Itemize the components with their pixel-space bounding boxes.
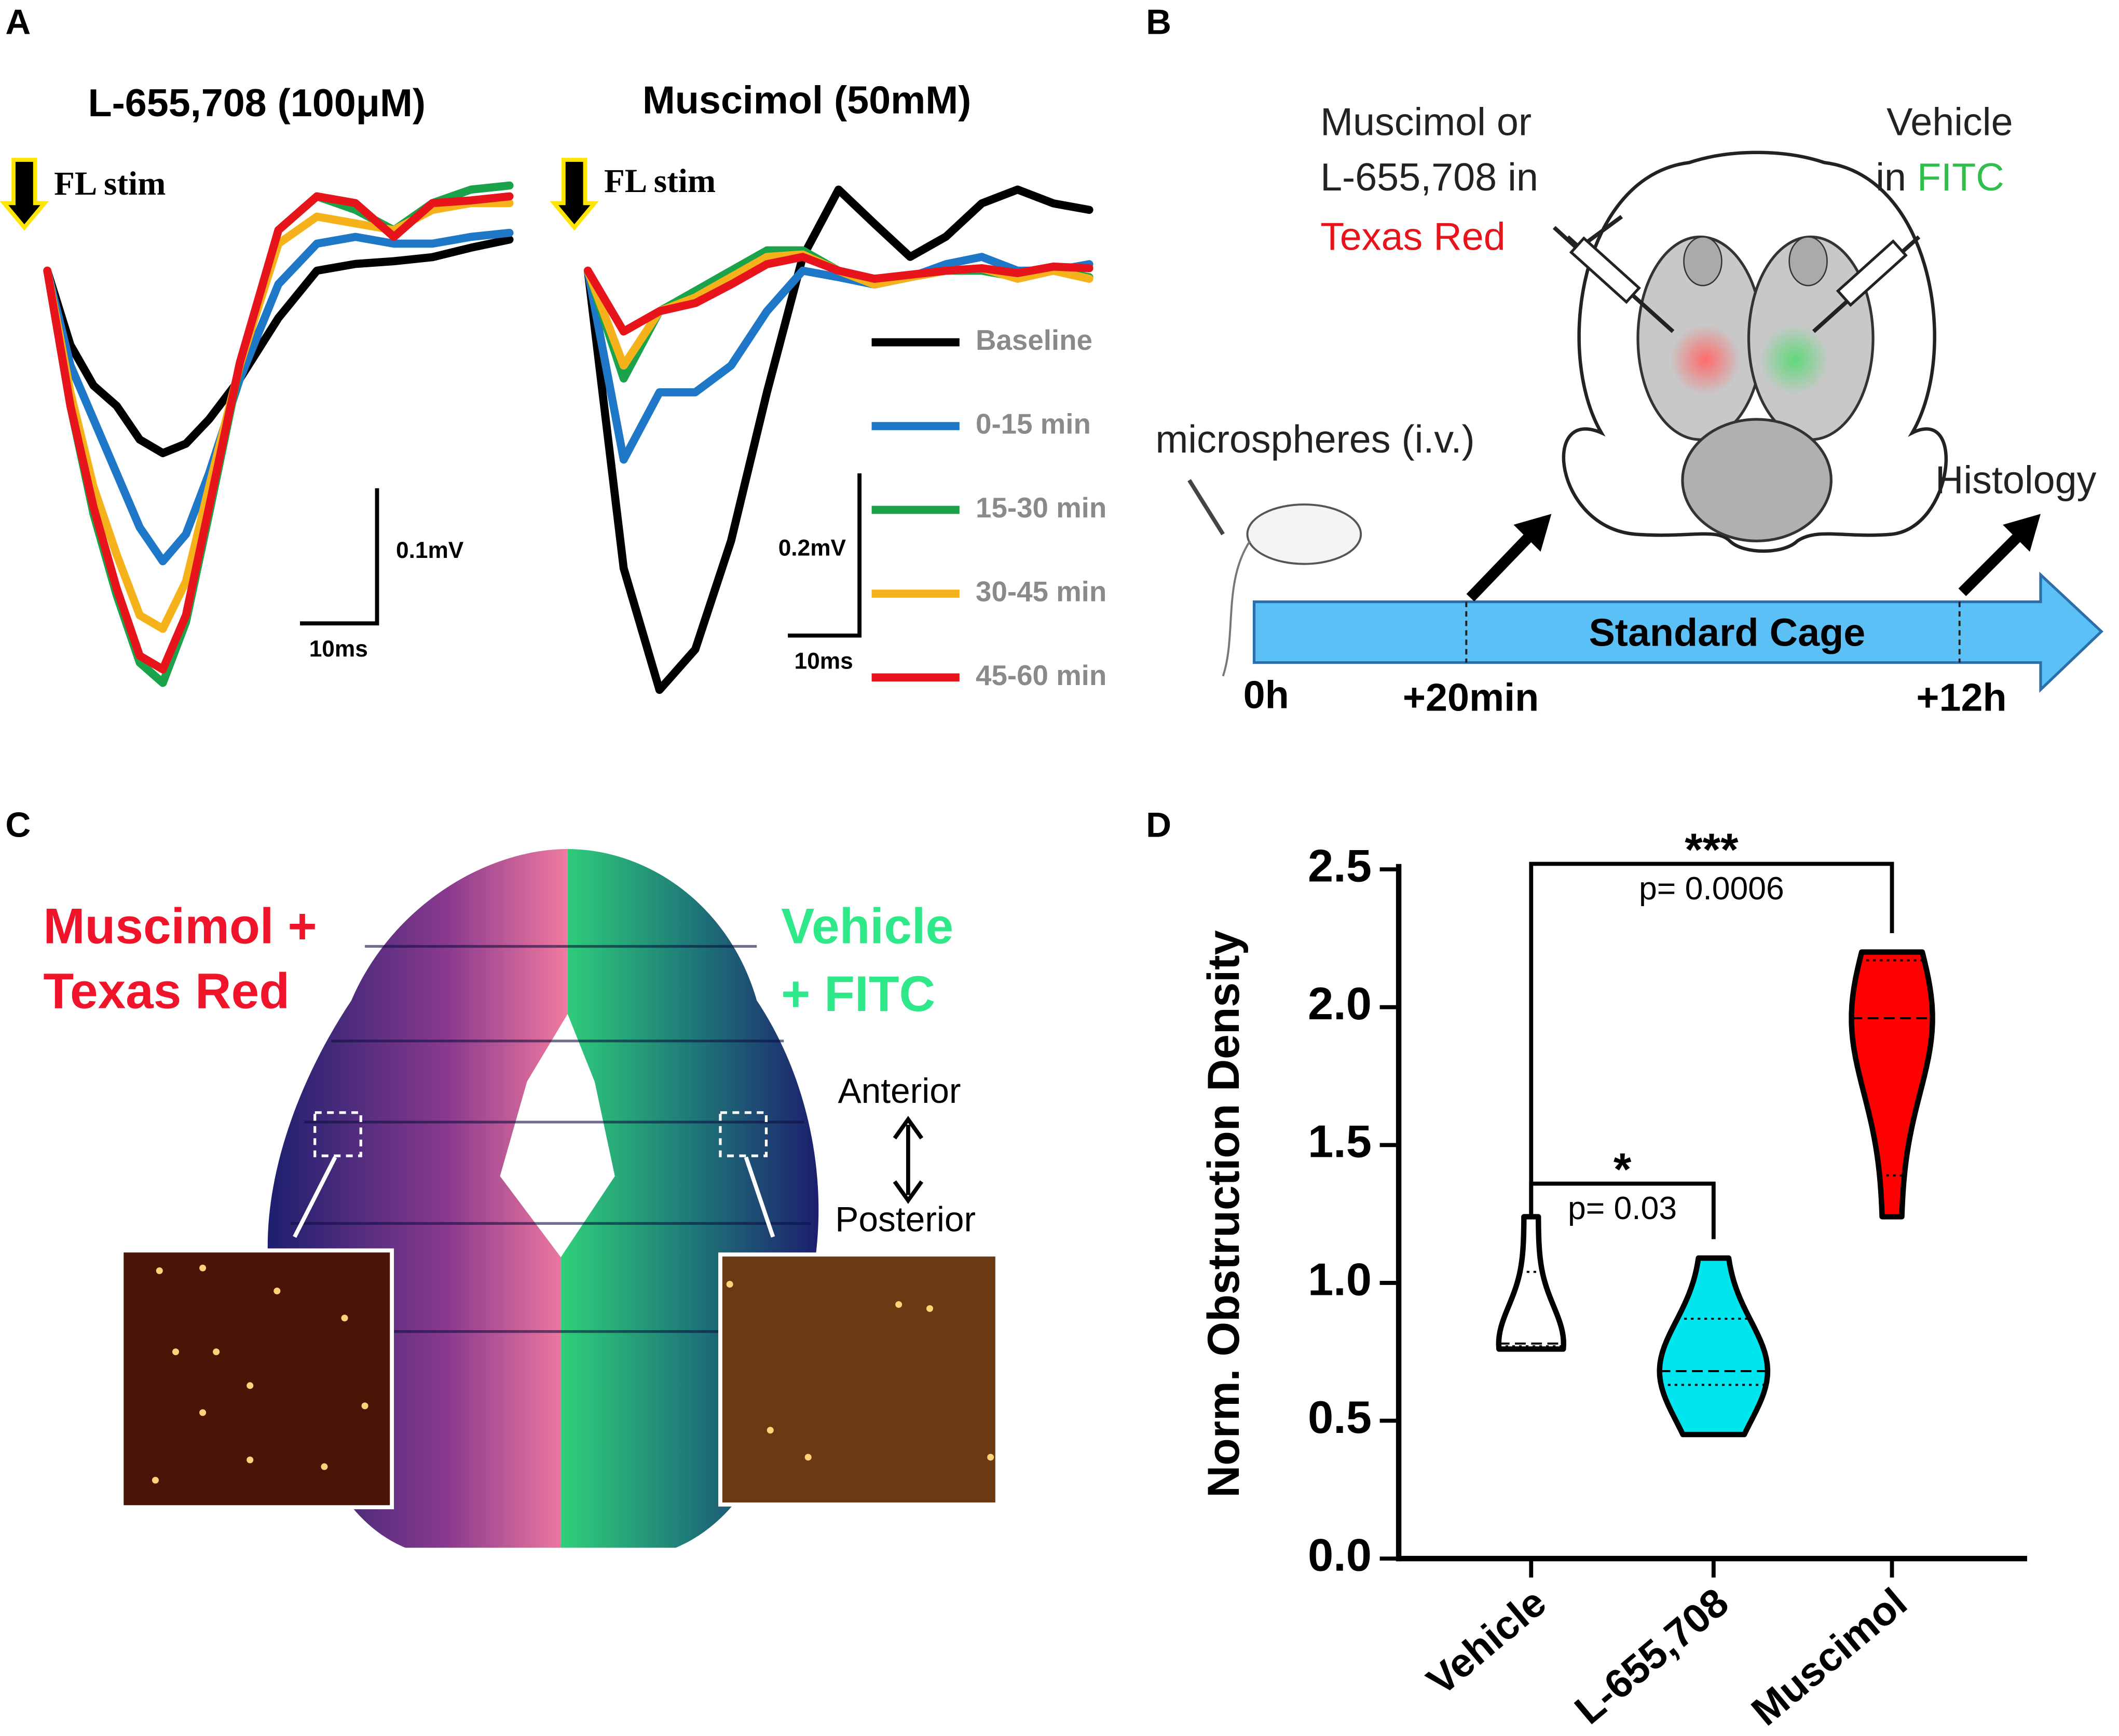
- legend-label: 30-45 min: [976, 575, 1106, 607]
- syringe-barrel: [1836, 239, 1908, 307]
- label: +20min: [1403, 676, 1539, 720]
- x-tick-label: Vehicle: [1418, 1579, 1554, 1704]
- significance-stars: *: [1614, 1143, 1632, 1195]
- cerebellum: [1681, 418, 1833, 542]
- stim-arrows: [0, 158, 599, 231]
- chart-title: Muscimol (50mM): [642, 79, 971, 122]
- label: microspheres (i.v.): [1155, 418, 1474, 461]
- label: in: [1876, 156, 1917, 199]
- roi-arrow: [293, 1156, 775, 1238]
- stim-arrow: [550, 158, 599, 231]
- y-tick-label: 2.5: [1308, 840, 1372, 891]
- arrow-head: [2003, 514, 2041, 552]
- significance-bracket: [1529, 862, 1894, 1217]
- panel-label: D: [1146, 805, 1171, 844]
- label: Muscimol +: [43, 899, 317, 954]
- stim-arrow: [0, 158, 49, 231]
- label: in FITC: [1876, 156, 2004, 199]
- trace: [583, 253, 1093, 336]
- injection-site: [1670, 324, 1741, 395]
- stim-label: FL stim: [54, 165, 166, 202]
- label: Texas Red: [1320, 215, 1506, 259]
- panel-label: A: [5, 3, 31, 42]
- violin: [1496, 1214, 1566, 1352]
- label: Vehicle: [781, 899, 953, 954]
- scale-label: 0.1mV: [396, 538, 464, 563]
- axis-arrow: [893, 1116, 924, 1204]
- inset: [119, 1248, 394, 1510]
- p-value: p= 0.0006: [1639, 870, 1784, 907]
- olfactory-bulb: [1683, 236, 1722, 286]
- trace: [583, 185, 1093, 694]
- stim-label: FL stim: [604, 162, 716, 200]
- trace: [43, 192, 514, 674]
- trace: [43, 199, 514, 633]
- y-tick-label: 0.5: [1308, 1391, 1372, 1443]
- roi-box: [313, 1111, 362, 1157]
- label: +12h: [1916, 676, 2006, 720]
- scale-label: 10ms: [795, 648, 853, 674]
- label: 0h: [1243, 673, 1289, 717]
- label: Histology: [1935, 458, 2097, 502]
- injection-site: [1759, 324, 1830, 395]
- x-tick-label: Muscimol: [1743, 1579, 1916, 1734]
- syringe-barrel: [1569, 236, 1641, 304]
- mouse: [1246, 503, 1362, 565]
- trace: [43, 181, 514, 687]
- slice-edges: [290, 945, 811, 1333]
- label: Muscimol or: [1320, 100, 1532, 144]
- label: Anterior: [838, 1072, 961, 1111]
- p-value: p= 0.03: [1568, 1190, 1677, 1226]
- label: Vehicle: [1886, 100, 2013, 144]
- legend-label: Baseline: [976, 324, 1092, 356]
- significance-bracket: [1529, 1181, 1716, 1239]
- step-arrow: [1466, 524, 1542, 602]
- iv-syringe: [1187, 479, 1225, 536]
- y-axis-label: Norm. Obstruction Density: [1199, 930, 1249, 1497]
- step-arrow: [1958, 523, 2031, 596]
- x-tick-label: L-655,708: [1566, 1579, 1737, 1733]
- scale-label: 10ms: [309, 636, 368, 662]
- schematic: [1187, 151, 2103, 693]
- brain-slices: [119, 849, 1000, 1548]
- olfactory-bulb: [1788, 236, 1828, 286]
- mouse-tail: [1222, 540, 1251, 677]
- legend-label: 0-15 min: [976, 407, 1091, 440]
- legend-label: 15-30 min: [976, 491, 1106, 524]
- inset: [718, 1252, 1000, 1507]
- trace: [43, 235, 514, 457]
- label: + FITC: [781, 966, 935, 1022]
- label: L-655,708 in: [1320, 156, 1538, 199]
- label: Posterior: [835, 1200, 976, 1239]
- label: Texas Red: [43, 964, 290, 1019]
- panel-label: C: [5, 805, 31, 844]
- chart-title: L-655,708 (100μM): [88, 81, 426, 125]
- violin: [1849, 949, 1935, 1220]
- scale-label: 0.2mV: [778, 536, 846, 561]
- microsphere-dots: [152, 1264, 994, 1484]
- y-tick-label: 2.0: [1308, 978, 1372, 1029]
- y-tick-label: 1.0: [1308, 1253, 1372, 1305]
- label: Standard Cage: [1589, 611, 1865, 655]
- arrow-head: [1513, 514, 1552, 552]
- y-tick-label: 0.0: [1308, 1529, 1372, 1581]
- violin: [1657, 1255, 1771, 1438]
- label: FITC: [1917, 156, 2004, 199]
- panel-label: B: [1146, 3, 1171, 42]
- y-tick-label: 1.5: [1308, 1116, 1372, 1167]
- trace: [43, 228, 514, 566]
- scale-bar: [788, 473, 862, 638]
- significance-stars: ***: [1685, 824, 1739, 875]
- trace: [583, 253, 1093, 464]
- roi-box: [719, 1111, 768, 1157]
- scale-bar: [300, 488, 379, 626]
- legend-label: 45-60 min: [976, 659, 1106, 691]
